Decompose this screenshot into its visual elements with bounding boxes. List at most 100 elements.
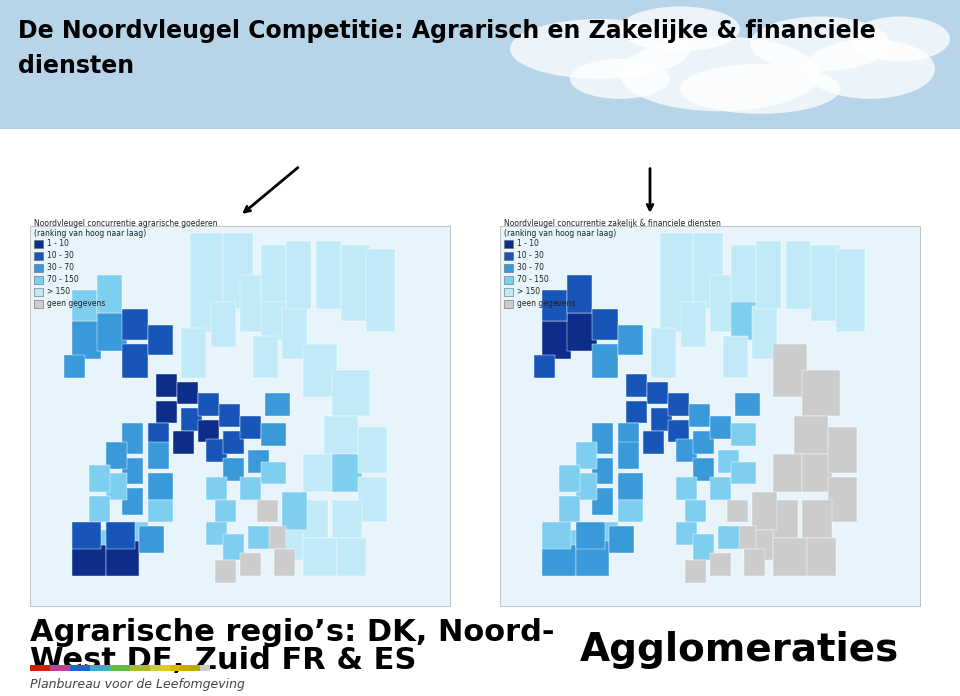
Text: 30 - 70: 30 - 70 — [517, 263, 544, 272]
Bar — [744, 549, 764, 576]
Bar — [534, 355, 555, 378]
Bar — [731, 245, 756, 302]
Text: Noordvleugel concurrentie zakelijk & financiele diensten: Noordvleugel concurrentie zakelijk & fin… — [504, 219, 721, 228]
Ellipse shape — [750, 17, 890, 72]
Bar — [803, 454, 831, 492]
Bar — [190, 665, 200, 671]
Bar — [681, 302, 706, 347]
Bar — [106, 541, 139, 576]
Bar — [72, 522, 102, 549]
Bar — [180, 665, 190, 671]
Bar — [106, 443, 127, 469]
Bar — [366, 248, 396, 332]
Bar — [684, 560, 706, 583]
Bar — [811, 245, 840, 321]
Bar — [206, 477, 228, 500]
Bar — [647, 381, 668, 404]
Bar — [63, 355, 84, 378]
Bar — [148, 500, 173, 522]
Bar — [72, 321, 102, 359]
Bar — [89, 466, 109, 492]
Bar — [731, 423, 756, 446]
Bar — [89, 496, 109, 522]
Bar — [123, 488, 143, 515]
Bar — [261, 461, 286, 484]
Bar — [710, 416, 731, 438]
Text: De Noordvleugel Competitie: Agrarisch en Zakelijke & financiele: De Noordvleugel Competitie: Agrarisch en… — [18, 19, 876, 43]
Bar — [219, 404, 240, 427]
Bar — [181, 329, 206, 378]
Text: West DE, Zuid FR & ES: West DE, Zuid FR & ES — [30, 646, 417, 675]
Bar — [803, 500, 831, 537]
Bar — [173, 431, 194, 454]
Bar — [30, 665, 40, 671]
Text: diensten: diensten — [18, 54, 134, 78]
Bar — [97, 313, 127, 351]
Bar — [34, 288, 43, 296]
Bar — [773, 537, 806, 576]
Bar — [592, 423, 613, 454]
Bar — [252, 336, 277, 378]
Bar — [806, 537, 836, 576]
Bar — [123, 423, 143, 454]
Bar — [735, 393, 760, 416]
Bar — [677, 522, 697, 545]
Bar — [189, 233, 223, 332]
Ellipse shape — [620, 6, 740, 52]
Text: Agrarische regio’s: DK, Noord-: Agrarische regio’s: DK, Noord- — [30, 618, 555, 647]
Bar — [341, 245, 371, 321]
Bar — [785, 241, 811, 310]
Bar — [744, 530, 773, 560]
Bar — [240, 553, 261, 576]
Bar — [567, 313, 596, 351]
Bar — [249, 450, 270, 473]
Bar — [120, 665, 130, 671]
Bar — [274, 530, 303, 560]
Bar — [576, 522, 605, 549]
Bar — [206, 522, 228, 545]
Bar — [592, 522, 617, 545]
Bar — [727, 500, 748, 522]
Bar — [504, 276, 513, 284]
Bar — [718, 450, 739, 473]
Bar — [828, 427, 857, 473]
Bar — [559, 496, 580, 522]
Bar — [265, 526, 286, 549]
Bar — [689, 404, 710, 427]
Bar — [567, 275, 592, 313]
Bar — [181, 409, 203, 431]
Bar — [332, 454, 362, 492]
Bar — [773, 454, 803, 492]
Bar — [836, 248, 865, 332]
Bar — [332, 500, 362, 537]
Bar — [576, 541, 610, 576]
Bar — [34, 300, 43, 308]
Text: geen gegevens: geen gegevens — [47, 299, 106, 308]
Bar — [80, 665, 90, 671]
Bar — [215, 500, 236, 522]
Ellipse shape — [570, 59, 670, 99]
Bar — [710, 553, 731, 576]
Bar — [542, 290, 567, 321]
Bar — [504, 240, 513, 248]
Bar — [240, 275, 265, 332]
Bar — [693, 458, 714, 480]
Bar — [148, 324, 173, 355]
Bar — [542, 522, 571, 549]
Bar — [106, 522, 135, 549]
Text: > 150: > 150 — [47, 287, 70, 296]
Bar — [617, 443, 638, 469]
Bar — [592, 344, 617, 378]
Bar — [72, 545, 106, 576]
Bar — [357, 427, 387, 473]
Text: > 150: > 150 — [517, 287, 540, 296]
Bar — [198, 393, 219, 416]
Bar — [643, 431, 663, 454]
Bar — [139, 526, 164, 553]
Bar — [337, 537, 366, 576]
Bar — [794, 416, 828, 454]
Text: Planbureau voor de Leefomgeving: Planbureau voor de Leefomgeving — [30, 678, 245, 691]
Bar — [50, 665, 60, 671]
Bar — [223, 233, 252, 310]
Bar — [668, 393, 689, 416]
